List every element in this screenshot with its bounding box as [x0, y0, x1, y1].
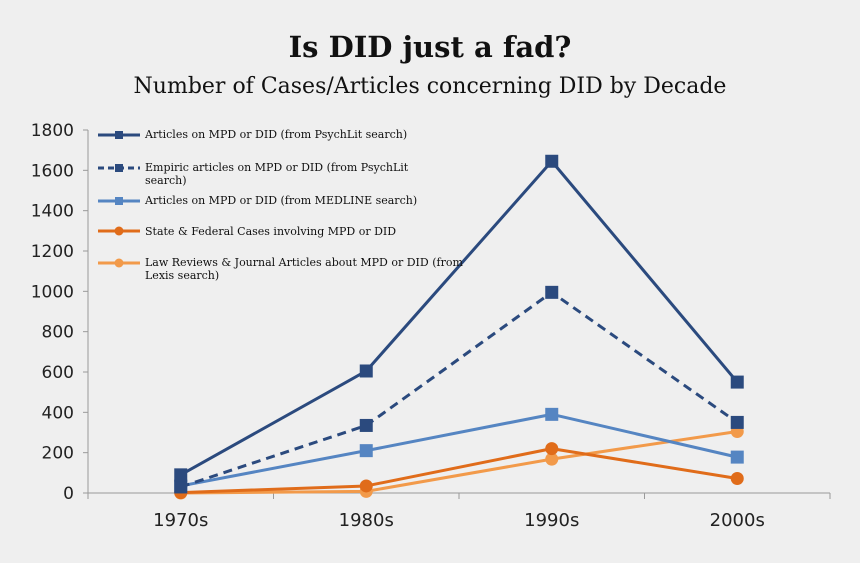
legend-marker-2	[115, 197, 123, 205]
x-tick-label: 1990s	[524, 510, 579, 531]
y-tick-label: 400	[42, 403, 74, 423]
x-tick-label: 1970s	[153, 510, 208, 531]
legend-label-empiric: Empiric articles on MPD or DID (from Psy…	[145, 161, 409, 187]
y-tick-label: 200	[42, 444, 74, 464]
legend-marker-3	[114, 226, 124, 236]
x-tick-label: 1980s	[339, 510, 394, 531]
data-point-2-2	[545, 407, 559, 421]
legend-marker-4	[114, 258, 124, 268]
data-point-1-0	[174, 480, 188, 494]
data-point-2-1	[359, 444, 373, 458]
series-line-3	[180, 447, 738, 495]
legend-label-psychlit: Articles on MPD or DID (from PsychLit se…	[145, 128, 408, 141]
y-tick-label: 1600	[31, 161, 74, 181]
legend-marker-1	[115, 164, 123, 172]
data-point-3-2	[545, 442, 559, 456]
y-tick-label: 1200	[31, 242, 74, 262]
series-line-2	[180, 412, 738, 488]
series-line-4	[180, 430, 738, 495]
data-point-4-2	[545, 452, 559, 466]
data-point-1-1	[359, 418, 373, 432]
chart-subtitle: Number of Cases/Articles concerning DID …	[133, 74, 727, 99]
y-tick-label: 1400	[31, 202, 74, 222]
data-point-1-3	[730, 415, 744, 429]
y-tick-label: 1000	[31, 282, 74, 302]
data-point-2-3	[730, 450, 744, 464]
data-point-0-1	[359, 364, 373, 378]
data-point-1-2	[545, 285, 559, 299]
data-point-3-1	[359, 479, 373, 493]
data-point-0-0	[174, 468, 188, 482]
legend-label-medline: Articles on MPD or DID (from MEDLINE sea…	[145, 194, 418, 207]
y-tick-label: 600	[42, 363, 74, 383]
y-tick-label: 0	[63, 484, 74, 504]
data-point-0-2	[545, 154, 559, 168]
series-line-0	[180, 159, 739, 477]
x-tick-label: 2000s	[710, 510, 765, 531]
series-line-1	[180, 290, 739, 489]
y-tick-label: 800	[42, 323, 74, 343]
legend-label-cases: State & Federal Cases involving MPD or D…	[145, 225, 397, 238]
data-point-3-3	[730, 471, 744, 485]
chart-title: Is DID just a fad?	[288, 30, 572, 64]
y-tick-label: 1800	[31, 121, 74, 141]
legend-label-law-reviews: Law Reviews & Journal Articles about MPD…	[145, 256, 463, 282]
data-point-0-3	[730, 375, 744, 389]
legend-marker-0	[115, 131, 123, 139]
